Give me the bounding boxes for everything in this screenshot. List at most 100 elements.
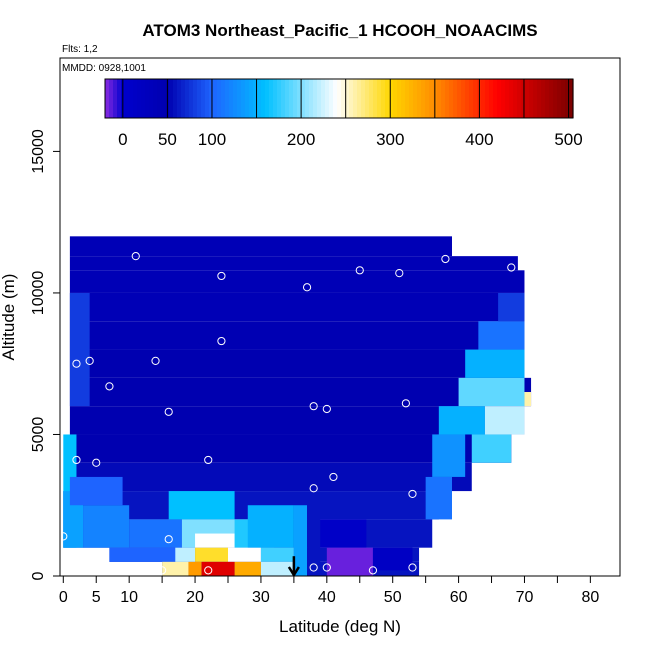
x-tick-label: 20 (186, 589, 204, 606)
x-tick-label: 0 (59, 589, 68, 606)
colorbar-cell (417, 79, 422, 118)
colorbar-cell (221, 79, 226, 118)
field-cell (247, 505, 294, 548)
colorbar-cell (349, 79, 354, 118)
chart-title: ATOM3 Northeast_Pacific_1 HCOOH_NOAACIMS (142, 21, 537, 40)
sample-point (164, 535, 173, 544)
colorbar-cell (137, 79, 142, 118)
field-cell (465, 349, 525, 378)
colorbar-frame (104, 78, 574, 119)
colorbar-cell (209, 79, 214, 118)
colorbar-cell (517, 79, 522, 118)
colorbar-cell (393, 79, 398, 118)
y-tick-label: 10000 (30, 271, 47, 316)
colorbar-cell (241, 79, 246, 118)
colorbar-cell (297, 79, 302, 118)
colorbar-cell (265, 79, 270, 118)
colorbar-cell (301, 79, 306, 118)
colorbar-cell (513, 79, 518, 118)
colorbar-cell (497, 79, 502, 118)
colorbar-cell (429, 79, 434, 118)
x-tick-label: 5 (92, 589, 101, 606)
x-tick-label: 80 (581, 589, 599, 606)
colorbar-cell (457, 79, 462, 118)
colorbar-cell (453, 79, 458, 118)
colorbar-cell (225, 79, 230, 118)
field-cell (69, 292, 90, 407)
x-tick-label: 70 (516, 589, 534, 606)
field-cell (228, 547, 261, 562)
colorbar-cell (381, 79, 386, 118)
colorbar-tick-label: 100 (198, 130, 226, 149)
colorbar-cell (253, 79, 258, 118)
sample-point (408, 489, 417, 499)
field-cell (260, 561, 294, 576)
colorbar-cell (385, 79, 390, 118)
colorbar-cell (401, 79, 406, 118)
colorbar-cell (269, 79, 274, 118)
sample-point (151, 356, 160, 365)
colorbar-cell (533, 79, 538, 118)
colorbar-cell (189, 79, 194, 118)
colorbar-cell (545, 79, 550, 118)
concentration-field (63, 236, 532, 576)
sample-point (309, 402, 318, 411)
colorbar-cell (445, 79, 450, 118)
colorbar-cell (481, 79, 486, 118)
colorbar-cell (273, 79, 278, 118)
colorbar-cell (157, 79, 162, 118)
colorbar-cell (293, 79, 298, 118)
colorbar-tick-label: 50 (158, 130, 177, 149)
colorbar-tick-label: 0 (118, 130, 127, 149)
colorbar-cell (541, 79, 546, 118)
colorbar-cell (361, 79, 366, 118)
colorbar: 0 50 100 200 300 400 500 (104, 78, 583, 149)
colorbar-cell (421, 79, 426, 118)
colorbar-cell (237, 79, 242, 118)
colorbar-cell (409, 79, 414, 118)
colorbar-cell (489, 79, 494, 118)
colorbar-cell (521, 79, 526, 118)
colorbar-cell (141, 79, 146, 118)
marker-arrow-group (287, 556, 300, 578)
colorbar-cell (177, 79, 182, 118)
field-cell (320, 519, 367, 548)
colorbar-cell (277, 79, 282, 118)
colorbar-cell (113, 79, 118, 118)
colorbar-cell (525, 79, 530, 118)
colorbar-tick-label: 300 (376, 130, 404, 149)
colorbar-labels: 0 50 100 200 300 400 500 (118, 130, 583, 149)
flights-label: Flts: 1,2 (62, 44, 98, 55)
field-cell (458, 377, 525, 407)
field-cell (188, 561, 202, 576)
field-cell (425, 476, 452, 520)
sample-point (309, 484, 318, 493)
field-cell (195, 547, 228, 562)
colorbar-cell (285, 79, 290, 118)
colorbar-tick-label: 400 (465, 130, 493, 149)
colorbar-cell (173, 79, 178, 118)
sample-point (217, 336, 226, 346)
colorbar-cell (289, 79, 294, 118)
colorbar-cell (425, 79, 430, 118)
colorbar-cell (529, 79, 534, 118)
colorbar-cell (397, 79, 402, 118)
x-tick-label: 40 (318, 589, 336, 606)
colorbar-cell (553, 79, 558, 118)
colorbar-cell (377, 79, 382, 118)
colorbar-cell (333, 79, 338, 118)
colorbar-cell (561, 79, 566, 118)
colorbar-cell (493, 79, 498, 118)
colorbar-cell (149, 79, 154, 118)
colorbar-cell (537, 79, 542, 118)
sample-point (217, 271, 226, 281)
field-cell (260, 547, 294, 562)
field-cell (69, 270, 525, 293)
field-cell (234, 561, 261, 576)
colorbar-cell (281, 79, 286, 118)
field-cell (524, 392, 532, 407)
colorbar-cell (405, 79, 410, 118)
sample-point (164, 407, 173, 416)
colorbar-cell (509, 79, 514, 118)
y-tick-label: 15000 (30, 129, 47, 174)
